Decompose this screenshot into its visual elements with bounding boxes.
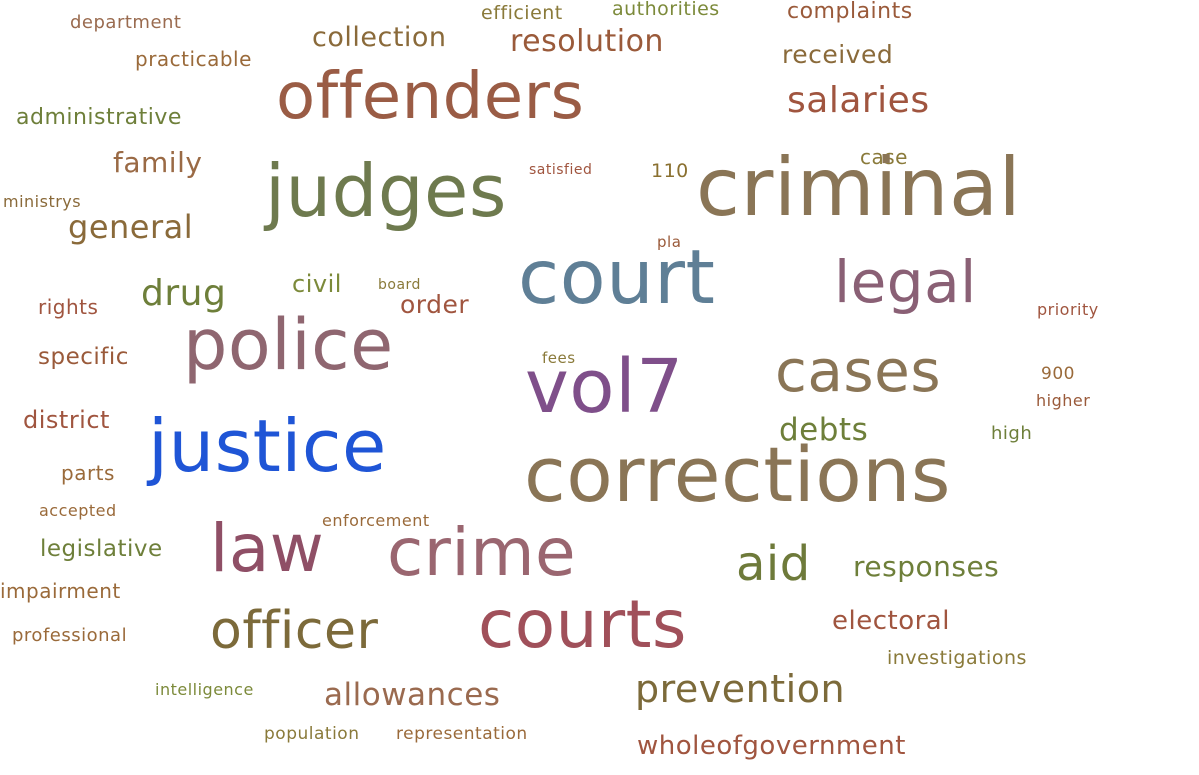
- word-900: 900: [1041, 364, 1075, 384]
- word-authorities: authorities: [612, 0, 720, 20]
- word-parts: parts: [61, 461, 115, 485]
- word-administrative: administrative: [16, 105, 182, 130]
- word-110: 110: [651, 160, 689, 182]
- word-case: case: [860, 145, 908, 169]
- word-prevention: prevention: [635, 667, 846, 711]
- word-practicable: practicable: [135, 47, 252, 71]
- word-satisfied: satisfied: [529, 162, 593, 178]
- word-family: family: [113, 146, 203, 179]
- word-police: police: [183, 304, 394, 386]
- word-allowances: allowances: [324, 677, 501, 713]
- word-legislative: legislative: [40, 536, 163, 562]
- word-collection: collection: [312, 22, 447, 53]
- word-pla: pla: [657, 233, 682, 251]
- word-electoral: electoral: [832, 606, 950, 636]
- word-complaints: complaints: [787, 0, 913, 24]
- word-district: district: [23, 406, 110, 434]
- word-responses: responses: [853, 550, 1000, 583]
- word-criminal: criminal: [696, 141, 1022, 234]
- word-higher: higher: [1036, 391, 1091, 410]
- word-cases: cases: [775, 337, 942, 405]
- word-population: population: [264, 724, 360, 744]
- word-legal: legal: [834, 248, 977, 316]
- word-specific: specific: [38, 344, 129, 370]
- word-justice: justice: [148, 404, 387, 488]
- word-efficient: efficient: [481, 2, 563, 24]
- word-impairment: impairment: [0, 579, 121, 603]
- word-resolution: resolution: [510, 24, 664, 59]
- word-aid: aid: [736, 536, 811, 592]
- word-debts: debts: [779, 412, 869, 448]
- word-officer: officer: [210, 601, 379, 661]
- word-rights: rights: [38, 295, 99, 319]
- word-department: department: [70, 12, 182, 33]
- word-professional: professional: [12, 625, 128, 646]
- word-representation: representation: [396, 724, 528, 744]
- word-intelligence: intelligence: [155, 680, 254, 699]
- word-fees: fees: [542, 349, 576, 367]
- word-board: board: [378, 277, 421, 293]
- word-offenders: offenders: [276, 60, 585, 134]
- word-order: order: [400, 290, 470, 319]
- word-ministrys: ministrys: [3, 192, 82, 211]
- word-crime: crime: [387, 514, 577, 591]
- word-wholeofgovernment: wholeofgovernment: [637, 731, 906, 761]
- word-high: high: [991, 423, 1033, 444]
- word-vol7: vol7: [525, 344, 684, 430]
- word-civil: civil: [292, 270, 342, 298]
- word-court: court: [518, 233, 716, 321]
- word-courts: courts: [478, 586, 687, 663]
- word-law: law: [210, 510, 325, 587]
- word-enforcement: enforcement: [322, 511, 430, 530]
- word-drug: drug: [141, 273, 227, 314]
- word-salaries: salaries: [787, 80, 930, 121]
- word-priority: priority: [1037, 300, 1099, 319]
- word-received: received: [782, 40, 894, 69]
- word-accepted: accepted: [39, 501, 117, 520]
- word-investigations: investigations: [887, 647, 1027, 669]
- word-general: general: [68, 208, 194, 246]
- word-corrections: corrections: [524, 430, 951, 519]
- word-judges: judges: [265, 149, 507, 233]
